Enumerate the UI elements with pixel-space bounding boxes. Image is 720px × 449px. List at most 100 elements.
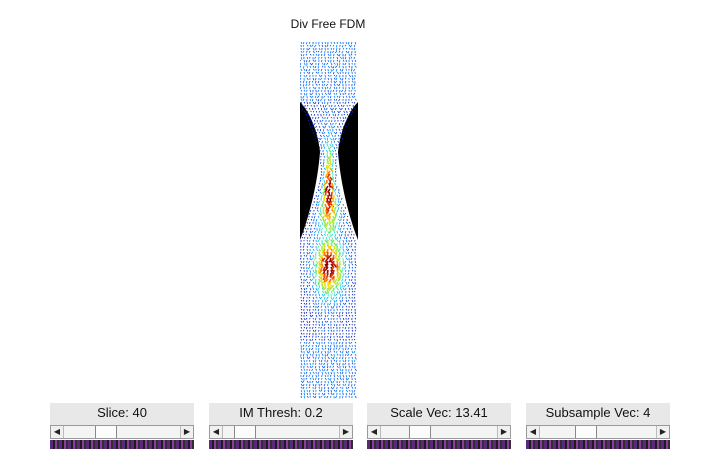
vector-arrow [316,209,319,212]
vector-arrow [311,347,314,351]
slider-track[interactable] [539,426,657,438]
vector-arrow [330,371,332,375]
vector-arrow [312,392,315,395]
vector-arrow [340,233,343,237]
vector-arrow [332,221,335,226]
vector-arrow [350,224,352,227]
vector-arrow [327,212,332,217]
right-arrow-icon[interactable]: ▶ [656,426,669,438]
vector-arrow [300,65,302,68]
vector-arrow [345,320,348,323]
vector-arrow [308,242,311,246]
vector-arrow [339,284,342,288]
vector-arrow [344,62,347,66]
vector-arrow [323,53,326,57]
vector-arrow [332,44,335,47]
vector-arrow [328,146,332,150]
left-arrow-icon[interactable]: ◀ [527,426,540,438]
vector-arrow [329,365,332,368]
vector-arrow [339,56,343,60]
vector-arrow [335,74,338,78]
vector-arrow [339,62,341,66]
right-arrow-icon[interactable]: ▶ [497,426,510,438]
vector-arrow [321,257,326,262]
vector-arrow [343,236,345,240]
vector-arrow [317,239,320,243]
vector-arrow [318,395,321,399]
left-arrow-icon[interactable]: ◀ [51,426,64,438]
slider-thumb[interactable] [95,426,117,438]
vector-arrow [314,365,317,369]
vector-arrow [303,293,306,296]
vector-arrow [331,248,335,253]
vector-arrow [324,125,326,129]
vector-arrow [329,335,332,339]
vector-arrow [319,218,322,221]
vector-arrow [312,341,315,345]
vector-arrow [308,335,311,338]
vector-arrow [329,101,332,104]
vector-arrow [331,134,334,137]
vector-arrow [314,308,317,311]
vector-arrow [320,143,322,147]
vector-arrow [339,302,341,306]
vector-arrow [345,68,347,71]
vector-arrow [315,248,319,252]
vector-arrow [310,257,314,261]
vector-arrow [326,176,331,181]
vector-arrow [350,53,353,56]
vector-arrow [315,362,317,365]
left-arrow-icon[interactable]: ◀ [210,426,223,438]
vector-arrow [340,200,342,203]
vector-arrow [305,371,308,374]
vector-arrow [321,281,324,286]
slider-thumb[interactable] [234,426,256,438]
vector-arrow [330,122,332,126]
vector-arrow [317,62,320,66]
vector-arrow [327,203,332,208]
slider-track[interactable] [63,426,181,438]
vector-arrow [336,308,338,311]
vector-arrow [331,110,334,114]
vector-arrow [322,152,325,156]
vector-arrow [326,161,330,165]
left-arrow-icon[interactable]: ◀ [368,426,381,438]
vector-arrow [321,371,324,375]
vector-arrow [300,77,302,81]
slice-slider[interactable]: ◀ ▶ [50,425,194,439]
slider-thumb[interactable] [409,426,431,438]
vector-arrow [347,320,350,323]
vector-arrow [349,236,352,239]
slider-thumb[interactable] [575,426,597,438]
right-arrow-icon[interactable]: ▶ [339,426,352,438]
vector-arrow [317,371,320,375]
vector-arrow [345,332,347,335]
vector-arrow [341,350,344,354]
vector-arrow [342,104,345,107]
vector-arrow [334,248,338,253]
vector-arrow [308,233,310,237]
vector-arrow [302,245,305,248]
scale-vec-control: Scale Vec: 13.41 ◀ ▶ [367,403,511,449]
im-thresh-slider[interactable]: ◀ ▶ [209,425,353,439]
vector-arrow [325,113,328,116]
vector-arrow [320,359,323,363]
vector-arrow [341,335,344,339]
scale-vec-slider[interactable]: ◀ ▶ [367,425,511,439]
slider-track[interactable] [222,426,340,438]
vector-arrow [333,374,336,378]
subsample-vec-slider[interactable]: ◀ ▶ [526,425,670,439]
vector-arrow [308,323,311,327]
vector-arrow [350,272,353,275]
vector-arrow [342,239,345,243]
vector-arrow [343,110,346,114]
right-arrow-icon[interactable]: ▶ [180,426,193,438]
vector-arrow [338,98,341,102]
vector-arrow [322,206,325,211]
vector-arrow [335,47,338,51]
vector-arrow [342,302,345,305]
vector-arrow [332,386,335,390]
slider-track[interactable] [380,426,498,438]
vector-arrow [309,287,312,291]
vector-arrow [339,53,341,57]
